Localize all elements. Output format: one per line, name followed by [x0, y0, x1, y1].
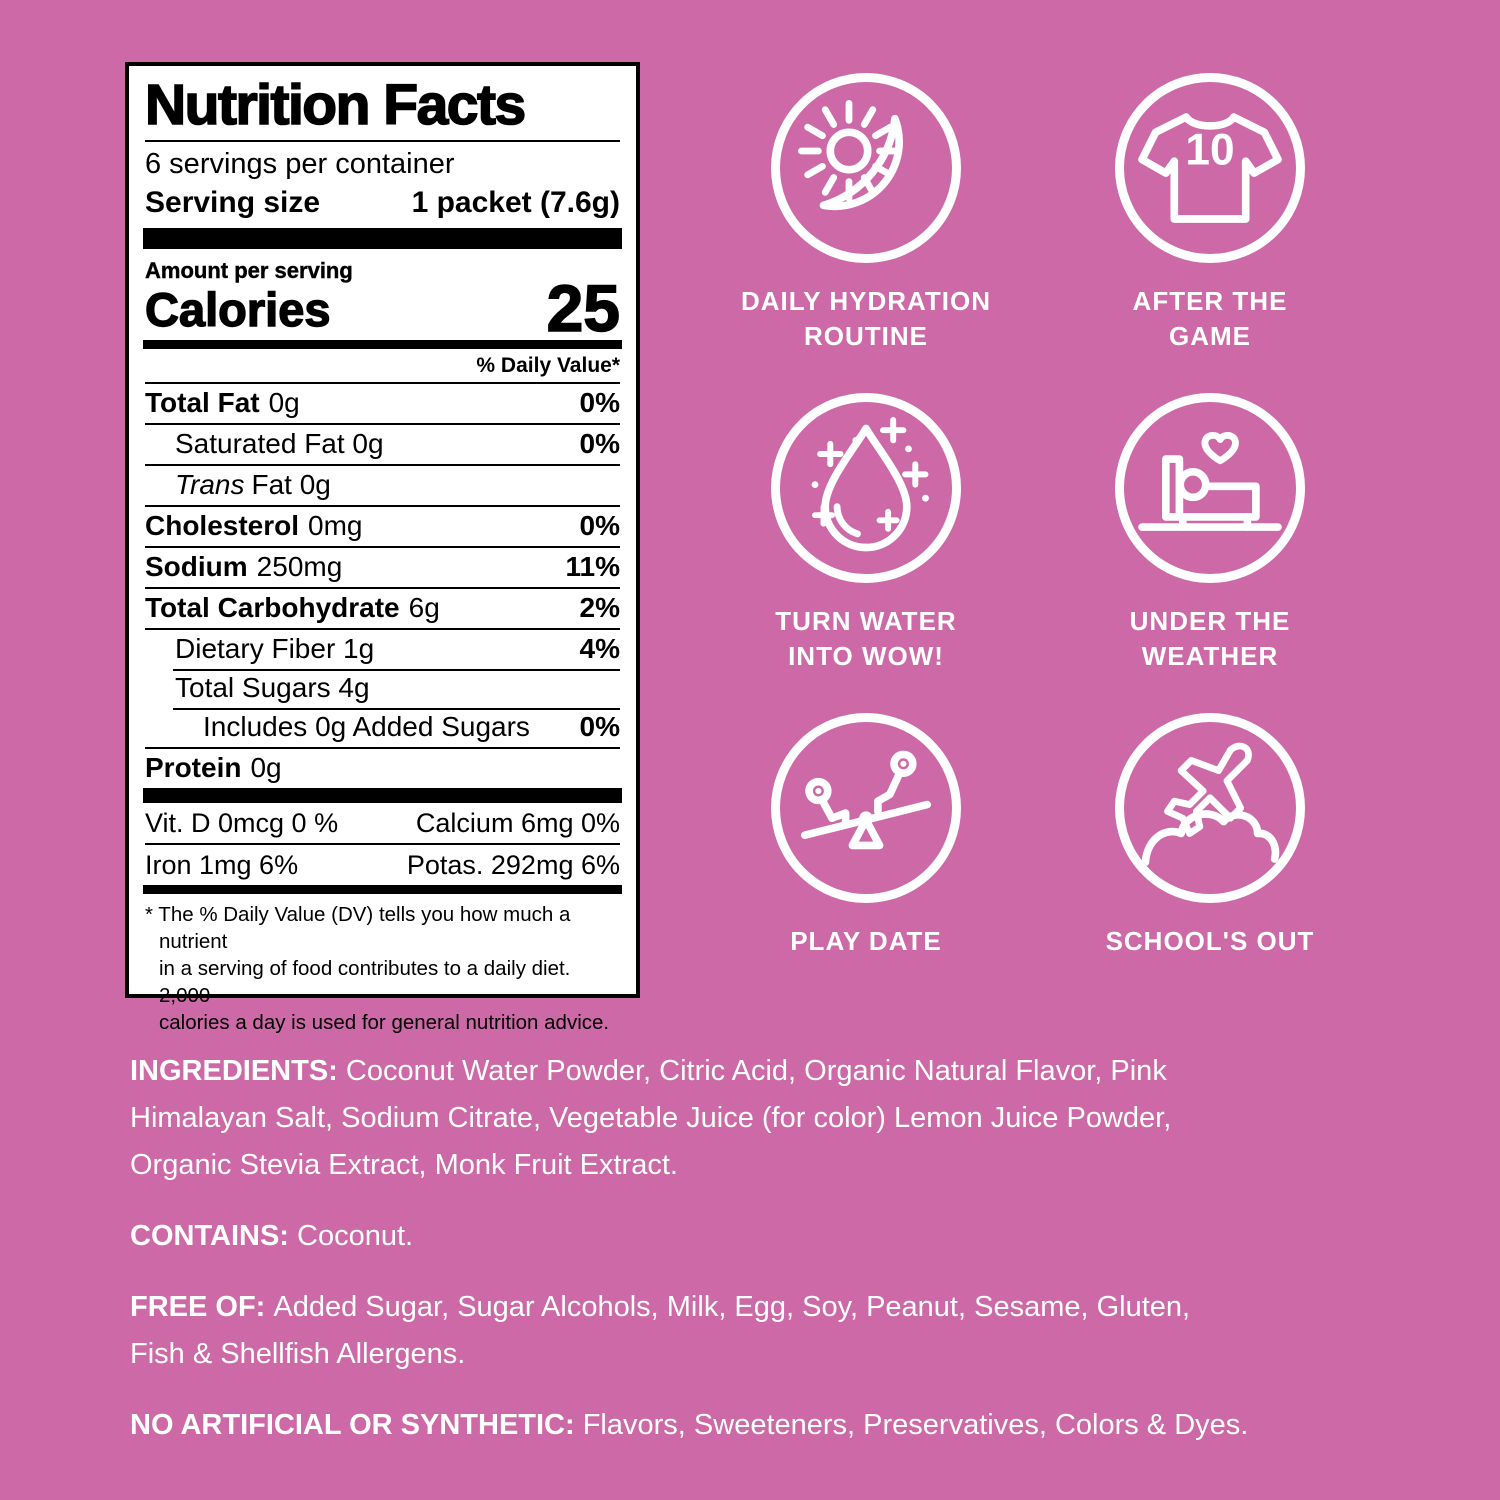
divider [145, 843, 620, 845]
calories-row: Amount per serving Calories 25 [144, 249, 621, 345]
nutrition-facts-title: Nutrition Facts [144, 72, 527, 138]
daily-value-footnote: * The % Daily Value (DV) tells you how m… [145, 903, 610, 1034]
benefit-schools-out: SCHOOL'S OUT [1050, 713, 1370, 987]
thick-bar [143, 788, 622, 803]
ingredients-heading: INGREDIENTS: [130, 1055, 346, 1087]
daily-value-header: % Daily Value* [145, 349, 620, 384]
contains-heading: CONTAINS: [130, 1220, 298, 1252]
nutrient-row-total-sugars: Total Sugars 4g [145, 669, 620, 708]
thick-bar [143, 885, 622, 894]
calories-label: Calories [144, 283, 331, 336]
serving-size-value: 1 packet (7.6g) [411, 186, 620, 219]
nutrient-row-cholesterol: Cholesterol 0mg 0% [145, 505, 620, 546]
nutrient-row-protein: Protein 0g [145, 747, 620, 788]
micronutrient-row-1: Vit. D 0mcg 0 % Calcium 6mg 0% [145, 808, 620, 838]
servings-per-container: 6 servings per container [145, 148, 455, 180]
nutrient-row-trans-fat: Trans Fat 0g [145, 464, 620, 505]
nutrient-row-added-sugars: Includes 0g Added Sugars 0% [145, 708, 620, 747]
water-drop-icon [771, 393, 961, 583]
nutrient-row-sodium: Sodium 250mg 11% [145, 546, 620, 587]
benefit-label: PLAY DATE [790, 926, 942, 956]
nutrient-row-total-fat: Total Fat 0g 0% [145, 387, 620, 418]
benefit-play-date: PLAY DATE [706, 713, 1026, 987]
free-of-paragraph: FREE OF: Added Sugar, Sugar Alcohols, Mi… [130, 1291, 1191, 1370]
benefit-label: UNDER THE WEATHER [1129, 606, 1291, 671]
sun-moon-icon [771, 73, 961, 263]
serving-size-label: Serving size [145, 186, 321, 219]
nutrient-row-dietary-fiber: Dietary Fiber 1g 4% [145, 628, 620, 669]
micronutrient-row-2: Iron 1mg 6% Potas. 292mg 6% [145, 850, 620, 880]
benefit-label: TURN WATER INTO WOW! [775, 606, 957, 671]
airplane-icon [1115, 713, 1305, 903]
benefit-after-the-game: 10 AFTER THE GAME [1050, 73, 1370, 351]
serving-size-row: Serving size 1 packet (7.6g) [145, 183, 620, 228]
thick-bar [143, 340, 622, 349]
free-of-heading: FREE OF: [130, 1291, 274, 1323]
product-info-text: INGREDIENTS: Coconut Water Powder, Citri… [130, 1048, 1392, 1449]
benefit-under-the-weather: UNDER THE WEATHER [1050, 393, 1370, 671]
no-artificial-paragraph: NO ARTIFICIAL OR SYNTHETIC: Flavors, Swe… [130, 1409, 1249, 1441]
nutrient-row-total-carbohydrate: Total Carbohydrate 6g 2% [145, 587, 620, 628]
contains-paragraph: CONTAINS: Coconut. [130, 1220, 414, 1252]
divider [145, 140, 620, 142]
jersey-icon: 10 [1115, 73, 1305, 263]
benefit-label: DAILY HYDRATION ROUTINE [741, 286, 991, 351]
svg-text:10: 10 [1185, 126, 1234, 175]
calories-value: 25 [546, 271, 621, 345]
no-artificial-heading: NO ARTIFICIAL OR SYNTHETIC: [130, 1409, 583, 1441]
amount-per-serving-label: Amount per serving [145, 258, 353, 283]
nutrition-facts-label: Nutrition Facts 6 servings per container… [125, 62, 640, 1034]
nutrient-row-saturated-fat: Saturated Fat 0g 0% [145, 423, 620, 464]
seesaw-icon [771, 713, 961, 903]
sick-bed-icon [1115, 393, 1305, 583]
benefit-daily-hydration: DAILY HYDRATION ROUTINE [706, 73, 1026, 351]
ingredients-paragraph: INGREDIENTS: Coconut Water Powder, Citri… [130, 1055, 1172, 1181]
thick-bar [143, 228, 622, 249]
benefit-turn-water-into-wow: TURN WATER INTO WOW! [706, 393, 1026, 671]
benefit-label: SCHOOL'S OUT [1105, 926, 1315, 956]
benefit-label: AFTER THE GAME [1132, 286, 1288, 351]
benefit-icon-grid: DAILY HYDRATION ROUTINE 10 AFTER THE GAM… [706, 73, 1370, 987]
